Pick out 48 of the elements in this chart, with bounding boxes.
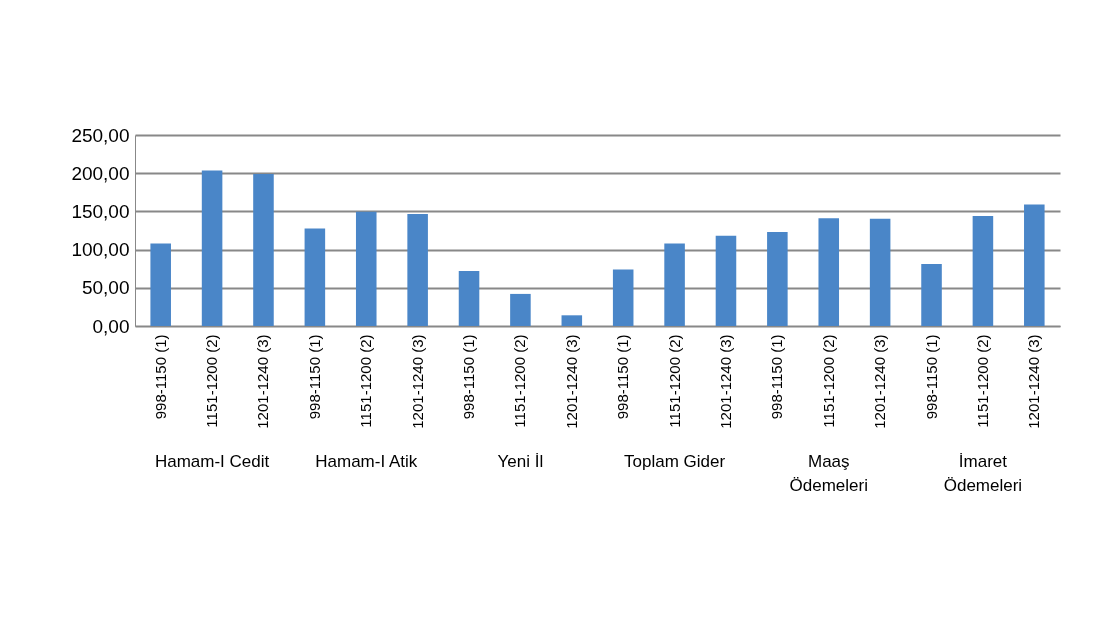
y-tick-label: 50,00	[81, 277, 130, 299]
bar	[715, 235, 737, 326]
bar	[510, 293, 531, 326]
x-tick-label: 998-1150 (1)	[768, 334, 786, 420]
bar	[304, 228, 326, 326]
x-tick-label: 998-1150 (1)	[460, 334, 478, 420]
bar	[767, 232, 788, 326]
bar	[561, 315, 583, 326]
bar	[201, 170, 223, 326]
x-tick-label: 1201-1240 (3)	[871, 334, 889, 429]
bar	[818, 218, 840, 326]
x-tick-label: 1201-1240 (3)	[562, 334, 580, 429]
x-tick-label: 1201-1240 (3)	[1025, 334, 1043, 429]
x-tick-label: 1201-1240 (3)	[716, 334, 734, 429]
bar	[355, 211, 377, 326]
x-tick-label: 1151-1200 (2)	[665, 334, 683, 428]
bar	[407, 214, 428, 326]
x-tick-label: 998-1150 (1)	[614, 334, 632, 420]
bar	[612, 269, 634, 326]
x-tick-label: 1151-1200 (2)	[203, 334, 221, 428]
x-tick-label: 1151-1200 (2)	[819, 334, 837, 428]
y-tick-label: 250,00	[71, 124, 130, 146]
bar	[921, 264, 942, 326]
bar	[869, 218, 891, 326]
x-tick-label: 1151-1200 (2)	[511, 334, 529, 428]
bar	[664, 243, 685, 326]
x-tick-label: 1201-1240 (3)	[254, 334, 272, 429]
y-tick-label: 0,00	[92, 315, 130, 337]
bar	[1024, 204, 1045, 326]
text: Toplam Gider	[624, 452, 726, 471]
y-tick-label: 150,00	[71, 200, 130, 222]
bar	[972, 215, 994, 326]
text: Hamam-I Atik	[315, 452, 418, 471]
bar	[458, 270, 480, 326]
text: Maaş Ödemeleri	[789, 452, 868, 495]
text: Hamam-I Cedit	[154, 452, 270, 471]
y-tick-label: 100,00	[71, 239, 130, 261]
x-tick-label: 1151-1200 (2)	[973, 334, 991, 428]
y-tick-label: 200,00	[71, 162, 130, 184]
bar	[253, 173, 274, 326]
bar	[150, 243, 171, 326]
text: İmaret Ödemeleri	[943, 452, 1023, 495]
x-tick-label: 1201-1240 (3)	[408, 334, 426, 429]
text: Yeni İl	[497, 452, 544, 471]
x-tick-label: 998-1150 (1)	[151, 334, 169, 420]
x-tick-label: 998-1150 (1)	[305, 334, 323, 420]
x-tick-label: 998-1150 (1)	[922, 334, 940, 420]
x-tick-label: 1151-1200 (2)	[357, 334, 375, 428]
